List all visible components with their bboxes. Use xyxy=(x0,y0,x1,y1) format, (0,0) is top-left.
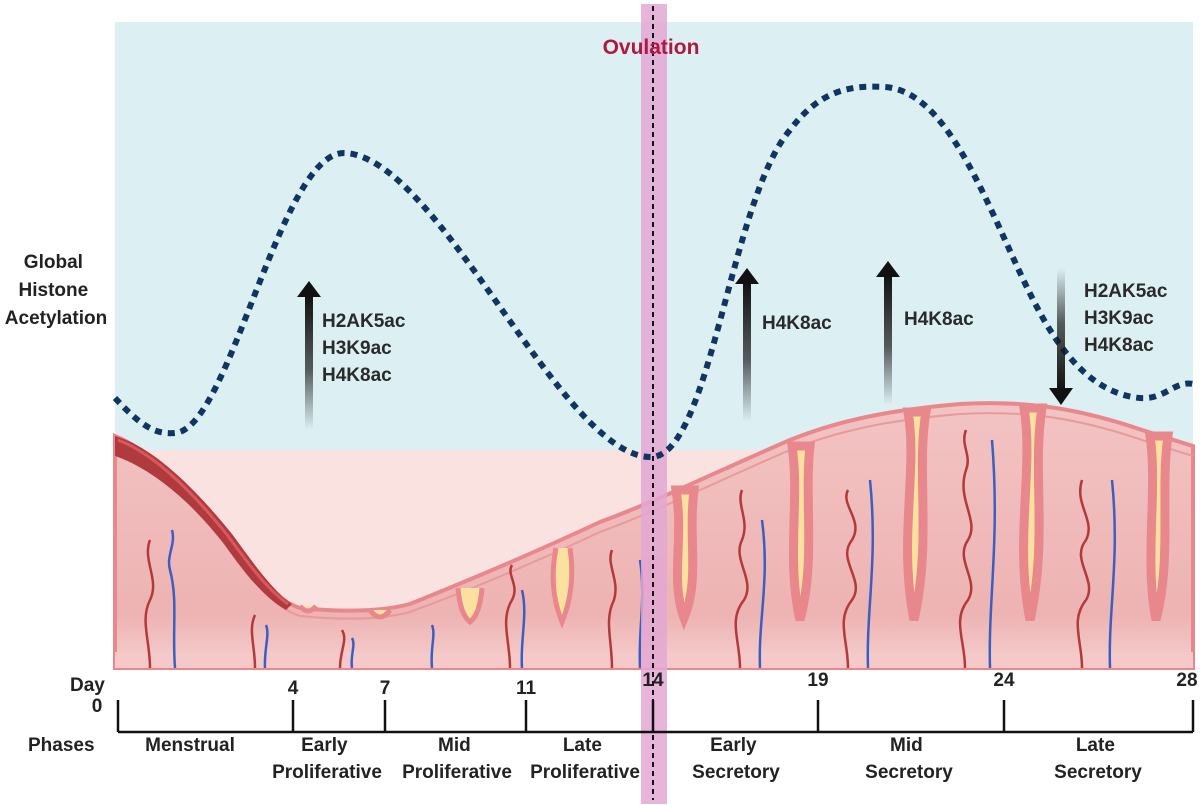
phase-line: Late xyxy=(563,735,602,756)
y-axis-label-line: Acetylation xyxy=(5,308,107,329)
ovulation-label: Ovulation xyxy=(603,36,700,59)
phase-line: Mid xyxy=(890,735,923,756)
marker-arrow-late-secretory xyxy=(1049,268,1073,405)
phase-label-late-secretory: Late Secretory xyxy=(1054,735,1142,783)
phase-label-menstrual: Menstrual xyxy=(145,735,235,756)
marker-arrow-mid-secretory xyxy=(876,261,900,405)
marker-arrow-early-secretory xyxy=(735,268,759,422)
marker-arrow-early-proliferative xyxy=(297,281,321,430)
phase-line: Menstrual xyxy=(145,735,235,756)
marker-label-late-secretory: H2AK5ac H3K9ac H4K8ac xyxy=(1084,281,1173,356)
marker-line: H4K8ac xyxy=(1084,335,1154,356)
phase-label-early-secretory: Early Secretory xyxy=(692,735,780,783)
glands-proliferative xyxy=(298,547,575,629)
marker-line: H4K8ac xyxy=(762,313,832,334)
phase-line: Proliferative xyxy=(530,762,640,783)
glands-secretory xyxy=(670,403,1174,631)
marker-label-early-proliferative: H2AK5ac H3K9ac H4K8ac xyxy=(322,311,411,386)
phase-line: Mid xyxy=(438,735,471,756)
phase-label-mid-proliferative: Mid Proliferative xyxy=(402,735,512,783)
marker-line: H3K9ac xyxy=(1084,308,1154,329)
phase-line: Proliferative xyxy=(402,762,512,783)
phase-line: Proliferative xyxy=(272,762,382,783)
y-axis-label-line: Histone xyxy=(19,280,89,301)
marker-line: H4K8ac xyxy=(322,365,392,386)
day-axis-label: Day xyxy=(70,675,105,696)
day-tick-label: 4 xyxy=(288,678,299,699)
day-tick-label: 19 xyxy=(807,670,828,691)
day-tick-label: 11 xyxy=(516,678,537,699)
phase-line: Secretory xyxy=(1054,762,1142,783)
phase-label-mid-secretory: Mid Secretory xyxy=(865,735,953,783)
day-tick-label: 24 xyxy=(993,670,1015,691)
phases-axis-label: Phases xyxy=(28,735,95,756)
day-axis-line xyxy=(116,700,1195,734)
menstrual-shedding-highlight xyxy=(117,438,289,606)
marker-line: H3K9ac xyxy=(322,338,392,359)
y-axis-label: Global Histone Acetylation xyxy=(5,252,107,329)
day-tick-label: 7 xyxy=(380,678,391,699)
marker-line: H2AK5ac xyxy=(1084,281,1168,302)
day-tick-label: 14 xyxy=(642,670,664,691)
y-axis-label-line: Global xyxy=(24,252,83,273)
phase-line: Secretory xyxy=(865,762,953,783)
phase-label-late-proliferative: Late Proliferative xyxy=(530,735,640,783)
phase-line: Early xyxy=(710,735,757,756)
marker-line: H2AK5ac xyxy=(322,311,406,332)
day-tick-label: 0 xyxy=(92,696,103,717)
day-tick-label: 28 xyxy=(1176,670,1197,691)
phase-label-early-proliferative: Early Proliferative xyxy=(272,735,382,783)
marker-label-mid-secretory: H4K8ac xyxy=(904,309,974,330)
menstrual-shedding-layer xyxy=(115,436,292,610)
phase-line: Late xyxy=(1076,735,1115,756)
acetylation-curve xyxy=(112,83,1194,461)
phase-line: Early xyxy=(301,735,348,756)
marker-label-early-secretory: H4K8ac xyxy=(762,313,832,334)
arterioles xyxy=(144,429,1091,669)
marker-line: H4K8ac xyxy=(904,309,974,330)
phase-line: Secretory xyxy=(692,762,780,783)
